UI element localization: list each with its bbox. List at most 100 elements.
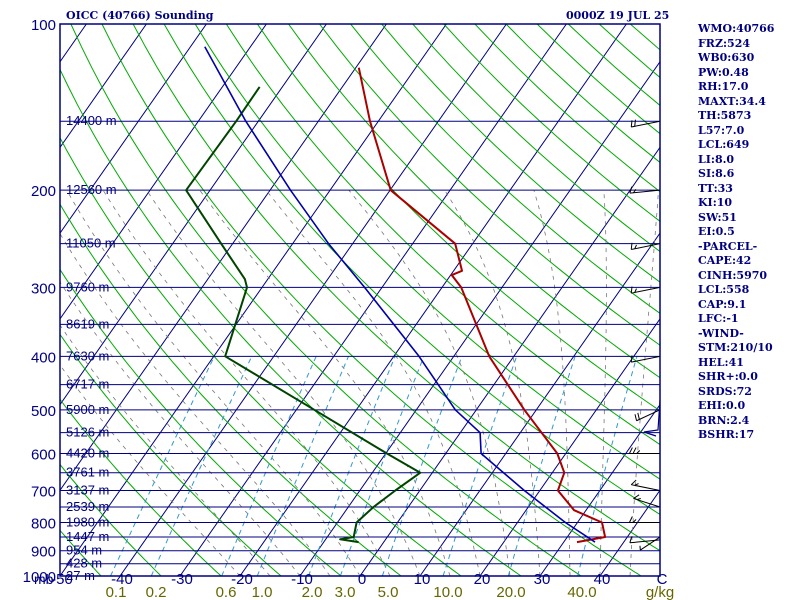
temperature-tick-label: C [657,571,668,588]
mixing-ratio-line [110,356,215,576]
wind-barb [629,186,661,194]
mixing-ratio-label: 0.1 [106,584,127,600]
parcel-profile [204,46,596,543]
y-axis-label: mb [34,571,54,587]
dry-adiabat-line [225,24,660,446]
temperature-tick-label: 40 [594,571,611,588]
moist-adiabat-line [102,189,391,576]
temperature-tick-label: 20 [474,571,491,588]
isotherm-line [119,24,507,576]
moist-adiabat-line [629,190,659,576]
pressure-tick-label: 100 [31,17,56,34]
pressure-tick-label: 200 [31,183,56,200]
isotherm-line [239,24,627,576]
profile-lines [185,46,607,544]
mixing-ratio-label: 20.0 [496,584,525,600]
pressure-tick-label: 700 [31,483,56,500]
moist-adiabat-line [599,190,607,576]
isotherm-line [539,403,660,576]
pressure-tick-label: 500 [31,403,56,420]
wind-barb [630,119,661,128]
temperature-tick-label: -50 [51,571,73,588]
index-item: HEL:41 [698,355,744,369]
isotherm-line [179,24,567,576]
pressure-tick-label: 600 [31,447,56,464]
mixing-ratio-line [507,356,576,576]
isobar-lines [60,23,660,577]
mixing-ratio-line [308,356,396,576]
moist-adiabat-line [146,189,421,576]
index-item: LFC:-1 [698,312,739,325]
index-item: -PARCEL- [698,239,758,253]
index-item: TH:5873 [698,109,752,122]
index-item: FRZ:524 [698,36,751,50]
dry-adiabat-line [60,333,282,576]
moist-adiabat-line [533,190,571,576]
mixing-ratio-line [256,356,349,576]
chart-title: OICC (40766) Sounding [66,9,214,22]
index-item: SW:51 [698,210,737,224]
mixing-ratio-label: g/kg [646,584,674,600]
dry-adiabat-line [350,24,660,314]
dry-adiabat-line [60,463,162,576]
pressure-tick-label: 300 [31,280,56,297]
surface-wind-marker [643,399,661,437]
dry-adiabat-line [60,203,402,576]
height-label: 14400 m [66,113,117,128]
temperature-profile [357,67,607,544]
height-label: 1980 m [66,515,109,530]
pressure-tick-label: 800 [31,516,56,533]
index-item: LCL:558 [698,283,750,296]
indices-panel: WMO:40766 FRZ:524 WB0:630 PW:0.48 RH:17.0 MAX… [698,22,774,443]
height-label: 12560 m [66,182,117,197]
mixing-ratio-label: 0.6 [216,584,237,600]
height-label: 11050 m [66,236,116,251]
pressure-tick-label: 1000 [23,569,56,586]
mixing-ratio-label: 2.0 [302,584,323,600]
dry-adiabat-line [60,268,342,576]
wind-barb [628,516,660,524]
mixing-ratio-label: 3.0 [335,584,356,600]
wind-barb [630,479,661,491]
wind-barb [639,536,661,551]
isotherm-line [0,24,26,576]
mixing-ratio-label: 10.0 [433,584,462,600]
wind-barb [633,494,661,508]
wind-barb [630,242,661,250]
height-label: 2539 m [66,499,109,514]
mixing-ratio-label: 5.0 [378,584,399,600]
dry-adiabat-line [60,529,102,576]
plot-border [59,23,661,577]
dry-adiabat-line [60,398,222,576]
dry-adiabat-line [288,24,660,379]
isotherm-line [60,24,147,149]
wind-barbs [628,119,661,551]
wind-barb [628,447,660,455]
height-label: 5126 m [66,425,109,440]
temperature-tick-label: 0 [358,571,366,588]
background-lines [0,24,660,576]
index-item: PW:0.48 [698,65,749,79]
pressure-tick-label: 400 [31,349,56,366]
index-item: CAP:9.1 [698,297,747,311]
index-item: RH:17.0 [698,80,749,93]
isotherm-line [479,317,660,576]
isotherm-line [60,24,267,320]
index-item: KI:10 [698,196,733,209]
temperature-tick-label: 30 [534,571,551,588]
height-label: 8619 m [66,316,109,331]
plot-frame [59,23,661,577]
isotherm-line [60,24,327,406]
height-label: 428 m [66,556,102,571]
isotherm-line [60,24,387,492]
index-item: WB0:630 [698,51,755,64]
dry-adiabat-line [194,24,660,480]
temperature-tick-label: 10 [414,571,431,588]
index-item: CAPE:42 [698,254,752,267]
index-item: BRN:2.4 [698,413,750,427]
moist-adiabat-line [444,189,541,576]
dry-adiabat-line [381,24,660,283]
wind-barb [630,286,661,294]
height-label: 4420 m [66,446,109,461]
